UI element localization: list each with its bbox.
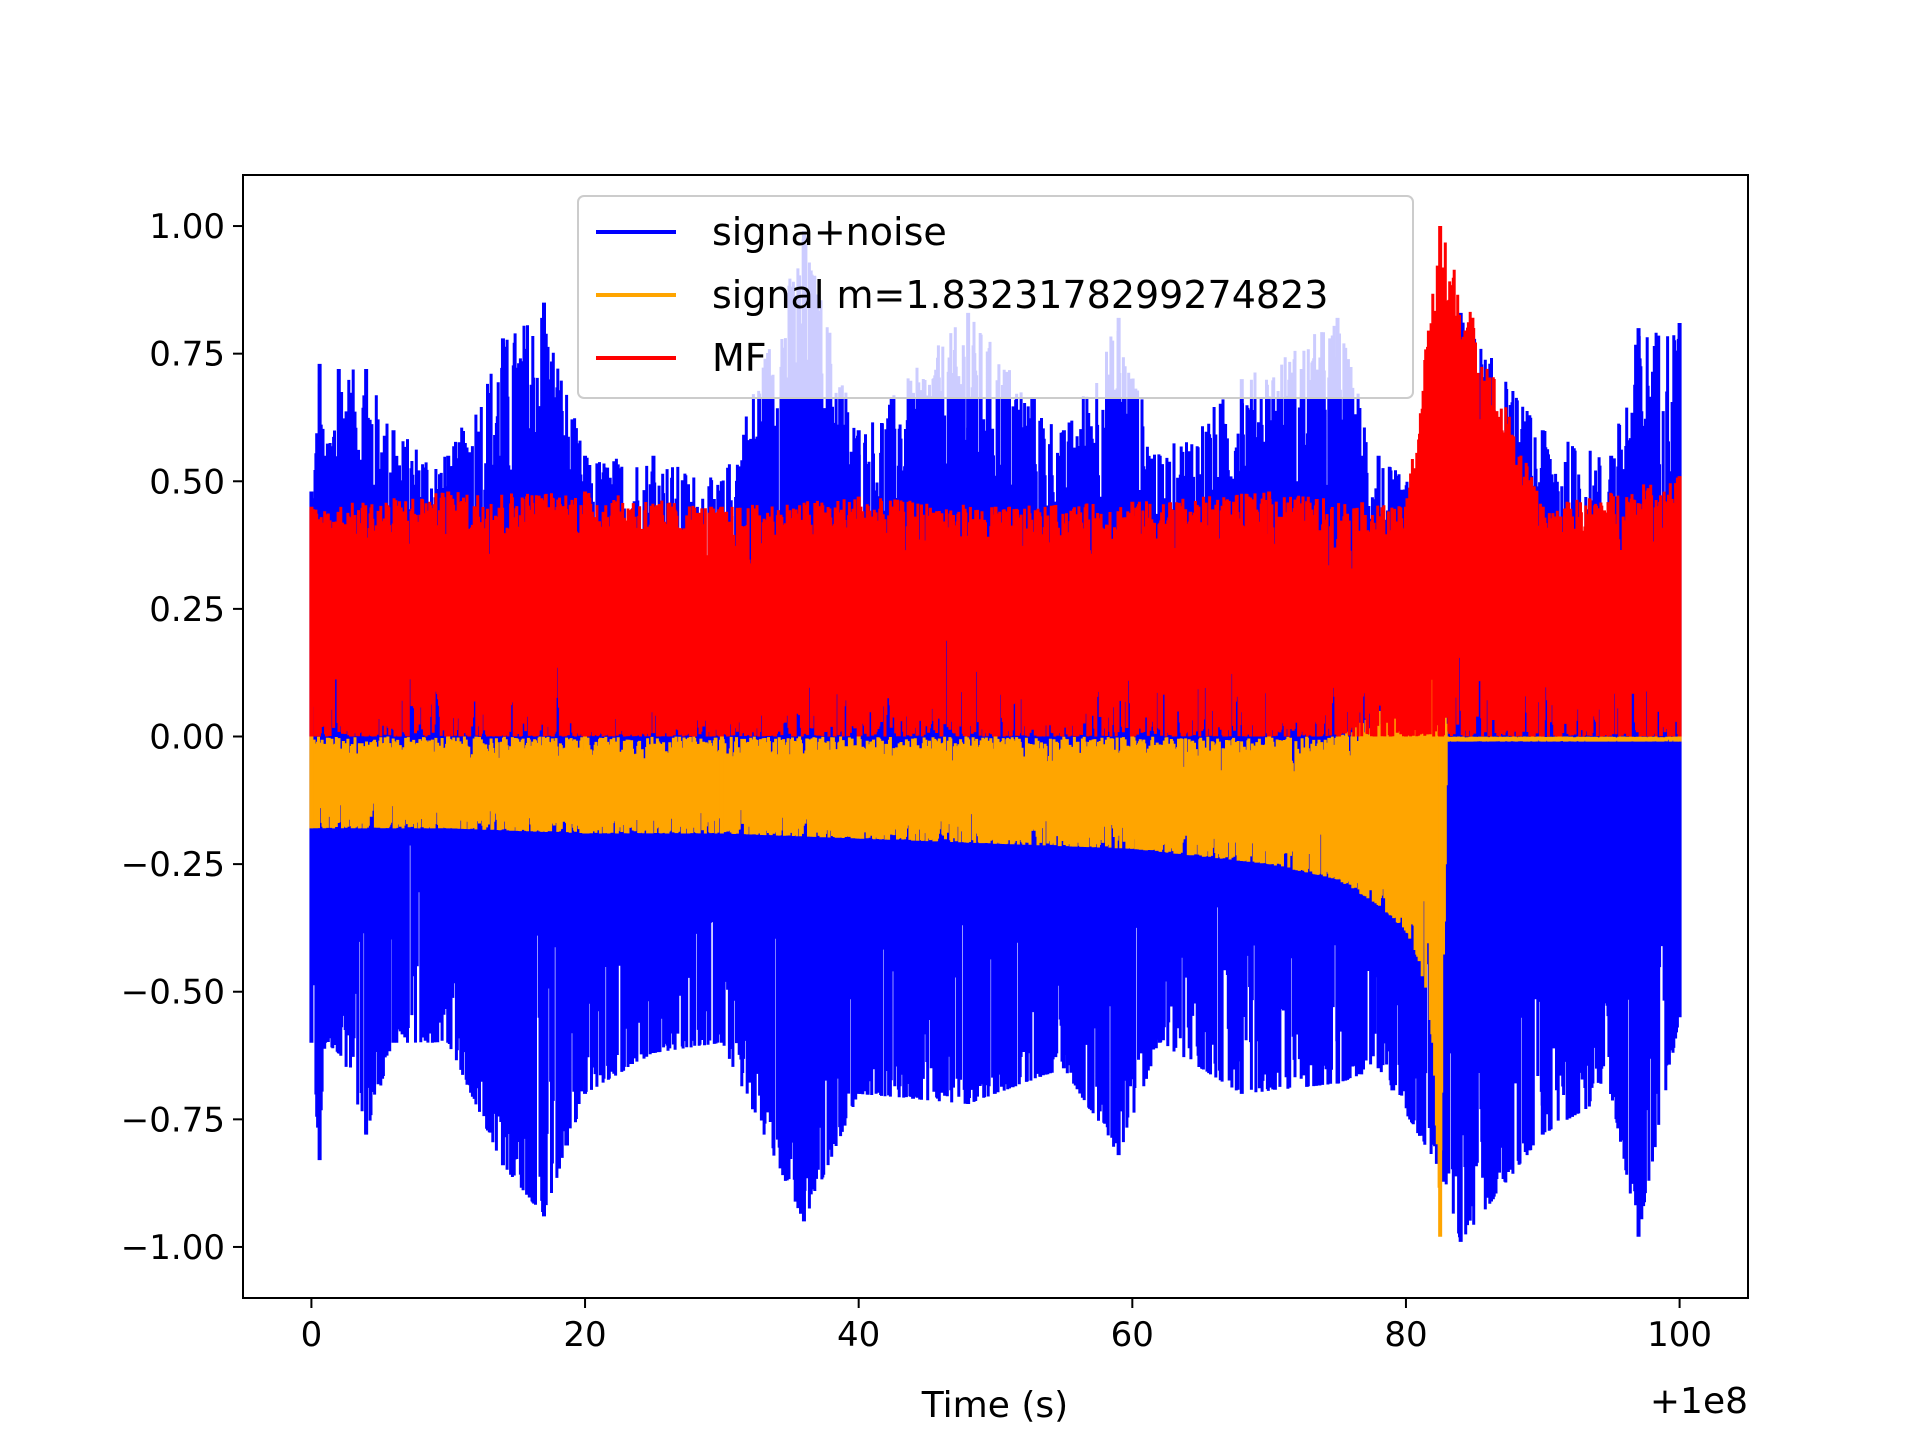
- y-tick-label: 0.75: [149, 335, 225, 375]
- y-tick-label: 0.50: [149, 462, 225, 502]
- y-tick-label: −1.00: [121, 1228, 225, 1268]
- ticks-layer: 0 20 40 60 80 100 1.00 0.75 0.50 0.25 0.00 −0.25 −0.…: [121, 207, 1712, 1355]
- y-tick-label: −0.75: [121, 1100, 225, 1140]
- y-tick-label: 0.00: [149, 718, 225, 758]
- legend-label: signa+noise: [712, 210, 947, 254]
- legend-label: signal m=1.8323178299274823: [712, 273, 1328, 317]
- x-axis-offset-label: +1e8: [1650, 1381, 1748, 1422]
- legend-entries: signa+noise signal m=1.8323178299274823 MF: [596, 210, 1328, 380]
- x-axis-label: Time (s): [921, 1385, 1068, 1426]
- series-2: [309, 226, 1682, 737]
- x-tick-label: 80: [1384, 1315, 1427, 1355]
- x-tick-label: 60: [1111, 1315, 1154, 1355]
- y-tick-label: 0.25: [149, 590, 225, 630]
- x-tick-label: 40: [837, 1315, 880, 1355]
- legend-box: [577, 195, 1414, 399]
- x-tick-label: 20: [563, 1315, 606, 1355]
- legend: signa+noise signal m=1.8323178299274823 MF: [577, 195, 1414, 399]
- y-tick-label: −0.25: [121, 845, 225, 885]
- legend-label: MF: [712, 336, 767, 380]
- x-tick-label: 0: [301, 1315, 323, 1355]
- y-tick-label: 1.00: [149, 207, 225, 247]
- series-layer: [309, 226, 1682, 1242]
- y-tick-label: −0.50: [121, 973, 225, 1013]
- x-tick-label: 100: [1647, 1315, 1712, 1355]
